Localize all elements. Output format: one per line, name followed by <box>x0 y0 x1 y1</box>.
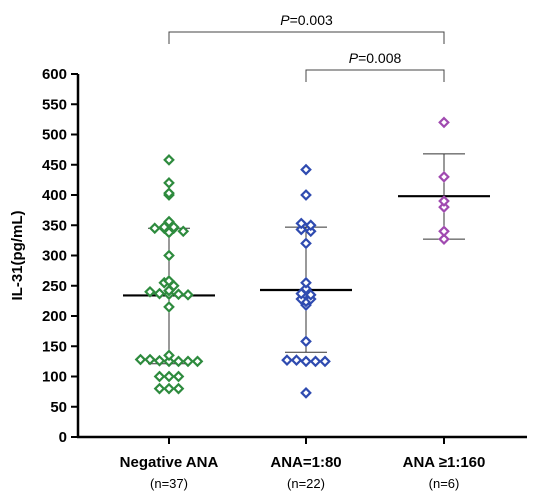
data-point <box>163 370 175 383</box>
data-point <box>163 154 175 166</box>
data-point <box>163 187 175 200</box>
data-point <box>300 355 312 368</box>
data-point <box>182 288 194 301</box>
y-tick-label: 0 <box>59 429 67 446</box>
data-point <box>281 354 293 367</box>
error-bars <box>123 153 490 365</box>
p-value-label: P=0.008 <box>349 50 402 66</box>
y-tick-label: 550 <box>42 96 67 113</box>
category-label: ANA=1:80 <box>270 454 341 471</box>
data-point <box>438 170 450 183</box>
data-point <box>319 355 331 368</box>
data-point <box>300 386 312 399</box>
data-point <box>438 195 450 207</box>
data-point <box>300 163 312 176</box>
data-point <box>300 237 312 250</box>
data-point <box>300 282 312 295</box>
data-point <box>153 354 166 367</box>
data-point <box>172 382 185 395</box>
data-point <box>163 249 175 262</box>
p-symbol: P <box>349 50 359 66</box>
data-point <box>163 349 175 362</box>
y-tick-label: 400 <box>42 187 67 204</box>
data-point <box>438 201 450 213</box>
data-point <box>438 116 450 129</box>
y-tick-label: 300 <box>42 248 67 265</box>
data-point <box>438 225 450 238</box>
data-point <box>191 355 204 368</box>
data-point <box>144 353 156 366</box>
y-tick-label: 500 <box>42 127 67 144</box>
y-tick-label: 50 <box>50 399 67 416</box>
y-tick-label: 200 <box>42 308 67 325</box>
data-point <box>290 354 303 367</box>
category-n-label: (n=6) <box>429 476 460 491</box>
p-value: =0.003 <box>290 12 333 28</box>
p-value-label: P=0.003 <box>280 12 333 28</box>
data-point <box>304 225 317 238</box>
significance-bracket <box>305 69 445 82</box>
data-point <box>167 221 180 233</box>
data-point <box>163 215 175 228</box>
y-tick-label: 450 <box>42 157 67 174</box>
data-point <box>163 355 175 368</box>
data-point <box>144 285 156 298</box>
data-point <box>158 221 171 233</box>
data-point <box>295 223 308 236</box>
data-point <box>300 335 312 348</box>
axes: 0 50 100 150 200 250 300 350 400 450 500 550 600 IL-3… <box>9 66 527 446</box>
significance-bracket <box>168 31 445 44</box>
data-point <box>163 275 175 287</box>
category-label: Negative ANA <box>120 454 219 471</box>
data-point <box>153 382 166 395</box>
y-axis-label: IL-31(pg/mL) <box>9 211 26 301</box>
data-point <box>163 382 175 395</box>
data-point <box>304 219 317 232</box>
data-point <box>300 189 312 201</box>
p-symbol: P <box>280 12 290 28</box>
data-point <box>134 353 147 366</box>
data-point <box>304 288 317 301</box>
category-n-label: (n=37) <box>150 476 188 491</box>
data-point <box>177 225 190 238</box>
data-point <box>153 370 166 383</box>
y-tick-label: 100 <box>42 369 67 386</box>
data-point <box>172 370 185 383</box>
data-point <box>295 217 308 230</box>
data-point <box>182 355 194 368</box>
y-tick-label: 600 <box>42 66 67 83</box>
category-n-label: (n=22) <box>287 476 325 491</box>
y-tick-label: 250 <box>42 278 67 295</box>
category-labels: Negative ANA (n=37) ANA=1:80 (n=22) ANA ≥1:1… <box>120 454 486 491</box>
data-point <box>163 177 175 189</box>
data-point <box>309 355 322 368</box>
data-point <box>300 276 312 289</box>
data-point <box>153 287 166 300</box>
p-value: =0.008 <box>358 50 401 66</box>
data-point <box>172 355 185 368</box>
y-tick-label: 150 <box>42 338 67 355</box>
data-point <box>438 233 450 246</box>
data-point <box>163 301 175 313</box>
data-point <box>148 222 161 235</box>
data-points <box>134 116 450 399</box>
y-tick-label: 350 <box>42 217 67 234</box>
category-label: ANA ≥1:160 <box>403 454 486 471</box>
data-point <box>172 288 185 301</box>
